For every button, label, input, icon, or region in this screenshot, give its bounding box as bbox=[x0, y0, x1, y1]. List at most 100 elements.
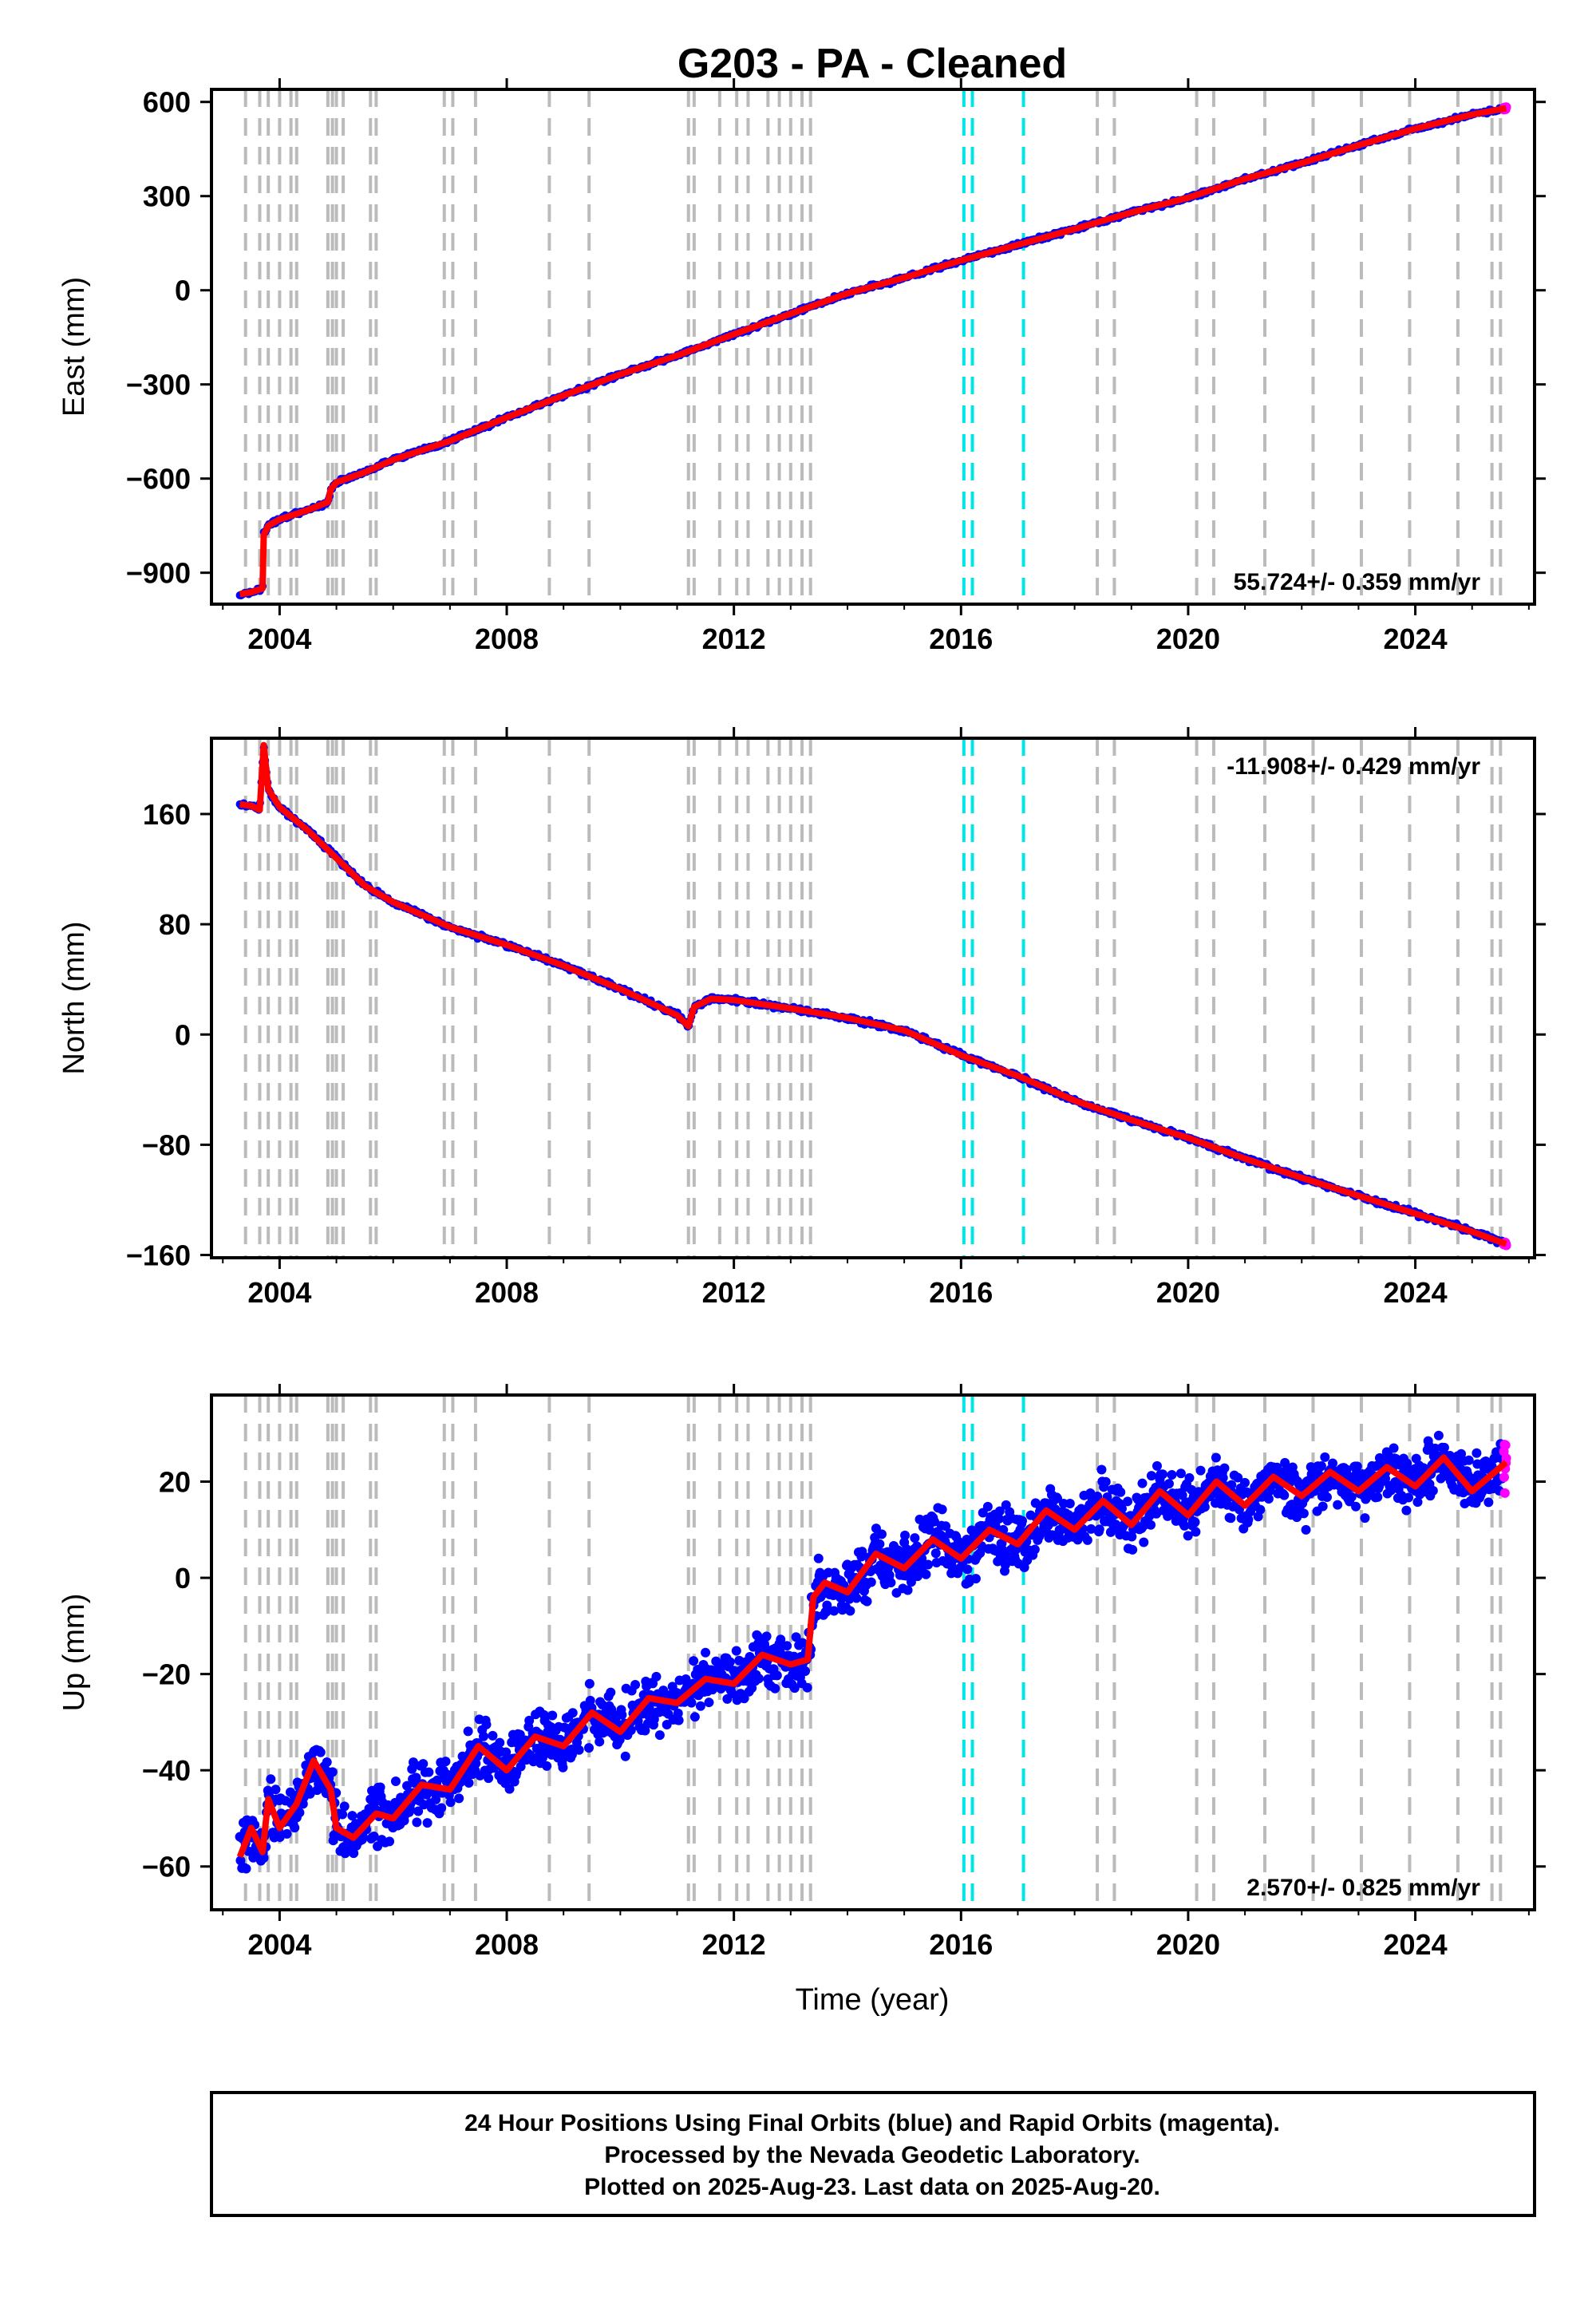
final-orbit-point bbox=[516, 1761, 526, 1772]
final-orbit-point bbox=[1082, 1535, 1092, 1545]
final-orbit-point bbox=[1029, 1544, 1040, 1555]
final-orbit-point bbox=[941, 1521, 951, 1531]
y-tick-label: −80 bbox=[142, 1128, 191, 1161]
final-orbit-point bbox=[1279, 1490, 1290, 1500]
final-orbit-point bbox=[584, 1678, 595, 1689]
final-orbit-point bbox=[674, 1715, 684, 1725]
final-orbit-point bbox=[782, 1641, 792, 1651]
final-orbit-point bbox=[413, 1806, 424, 1816]
final-orbit-point bbox=[488, 1730, 498, 1741]
final-orbit-point bbox=[673, 1708, 683, 1718]
final-orbit-point bbox=[1439, 1442, 1449, 1452]
final-orbit-point bbox=[1430, 1443, 1440, 1453]
final-orbit-point bbox=[375, 1782, 385, 1792]
final-orbit-point bbox=[1373, 1492, 1383, 1502]
final-orbit-point bbox=[654, 1730, 665, 1741]
final-orbit-point bbox=[822, 1600, 832, 1611]
final-orbit-point bbox=[1146, 1520, 1156, 1530]
final-orbit-point bbox=[464, 1777, 474, 1788]
final-orbit-point bbox=[390, 1776, 401, 1786]
final-orbit-point bbox=[282, 1828, 292, 1839]
model-line bbox=[236, 1454, 1508, 1859]
final-orbit-point bbox=[1146, 1471, 1156, 1481]
final-orbit-point bbox=[418, 1759, 429, 1769]
final-orbit-point bbox=[349, 1848, 359, 1859]
final-orbit-point bbox=[481, 1719, 492, 1729]
final-orbit-point bbox=[385, 1836, 395, 1847]
final-orbit-point bbox=[1158, 1469, 1168, 1480]
final-orbit-point bbox=[1292, 1512, 1302, 1523]
final-orbit-point bbox=[776, 1634, 786, 1645]
final-orbit-point bbox=[725, 1657, 735, 1667]
y-tick-label: −900 bbox=[126, 557, 191, 590]
final-orbit-point bbox=[338, 1809, 348, 1820]
final-orbit-point bbox=[1191, 1527, 1201, 1537]
x-tick-label: 2024 bbox=[1384, 622, 1448, 655]
final-orbit-point bbox=[845, 1606, 855, 1616]
final-orbit-point bbox=[241, 1863, 251, 1874]
x-tick-label: 2020 bbox=[1156, 622, 1220, 655]
final-orbit-point bbox=[1352, 1461, 1362, 1472]
final-orbit-point bbox=[606, 1687, 616, 1697]
final-orbit-point bbox=[1218, 1472, 1228, 1483]
x-tick-label: 2004 bbox=[247, 1928, 311, 1961]
final-orbit-point bbox=[402, 1780, 413, 1791]
footer-line-2: Processed by the Nevada Geodetic Laborat… bbox=[604, 2142, 1140, 2168]
x-tick-label: 2008 bbox=[475, 622, 539, 655]
final-orbit-point bbox=[903, 1585, 913, 1595]
final-orbit-point bbox=[1328, 1458, 1338, 1468]
up-panel: 2004 2008 2012 2016 2020 2024 −60 −40 −20 0 20 Up (… bbox=[57, 1384, 1546, 1961]
final-orbit-point bbox=[704, 1697, 714, 1708]
final-orbit-point bbox=[327, 1767, 338, 1777]
final-orbit-point bbox=[772, 1670, 782, 1681]
final-orbit-point bbox=[1065, 1498, 1075, 1508]
final-orbit-point bbox=[753, 1674, 764, 1684]
final-orbit-point bbox=[1175, 1468, 1186, 1479]
final-orbit-point bbox=[1137, 1478, 1148, 1488]
plot-area bbox=[235, 738, 1511, 1258]
x-axis-label: Time (year) bbox=[796, 1983, 950, 2017]
final-orbit-point bbox=[829, 1606, 839, 1616]
final-orbit-point bbox=[1483, 1497, 1494, 1508]
footer-line-3: Plotted on 2025-Aug-23. Last data on 202… bbox=[584, 2174, 1160, 2200]
y-tick-label: 300 bbox=[143, 180, 191, 213]
final-orbit-point bbox=[876, 1529, 887, 1539]
final-orbit-point bbox=[1316, 1461, 1326, 1472]
final-orbit-point bbox=[1219, 1463, 1230, 1473]
chart-title: G203 - PA - Cleaned bbox=[678, 41, 1067, 87]
final-orbit-point bbox=[701, 1647, 711, 1658]
final-orbit-point bbox=[1317, 1501, 1328, 1512]
y-tick-label: −20 bbox=[142, 1658, 191, 1691]
final-orbit-point bbox=[1184, 1472, 1195, 1483]
final-orbit-point bbox=[606, 1704, 617, 1714]
final-orbit-point bbox=[1199, 1502, 1210, 1512]
x-tick-label: 2012 bbox=[702, 1928, 766, 1961]
final-orbit-point bbox=[695, 1701, 705, 1711]
final-orbit-point bbox=[910, 1533, 920, 1543]
final-orbit-point bbox=[970, 1574, 981, 1584]
final-orbit-point bbox=[1351, 1501, 1361, 1512]
final-orbit-point bbox=[1116, 1487, 1126, 1497]
final-orbit-point bbox=[731, 1646, 741, 1656]
final-orbit-point bbox=[739, 1694, 749, 1704]
final-orbit-point bbox=[369, 1832, 379, 1842]
final-orbit-point bbox=[547, 1710, 558, 1721]
final-orbit-point bbox=[617, 1709, 627, 1720]
final-orbit-point bbox=[1139, 1537, 1149, 1547]
x-tick-label: 2012 bbox=[702, 622, 766, 655]
y-tick-label: −60 bbox=[142, 1851, 191, 1883]
plot-area bbox=[235, 89, 1511, 604]
y-tick-label: 160 bbox=[143, 798, 191, 831]
final-orbit-point bbox=[463, 1726, 473, 1737]
final-orbit-point bbox=[504, 1784, 515, 1794]
final-orbit-point bbox=[495, 1737, 505, 1748]
final-orbit-point bbox=[1360, 1513, 1370, 1524]
final-orbit-point bbox=[1190, 1517, 1200, 1528]
x-tick-label: 2004 bbox=[247, 1276, 311, 1309]
final-orbit-point bbox=[1096, 1464, 1107, 1475]
final-orbit-point bbox=[259, 1853, 269, 1863]
east-panel: 2004 2008 2012 2016 2020 2024 −900 −600 −300 0 300… bbox=[57, 78, 1546, 655]
final-orbit-point bbox=[1183, 1531, 1193, 1541]
final-orbit-point bbox=[886, 1578, 896, 1588]
